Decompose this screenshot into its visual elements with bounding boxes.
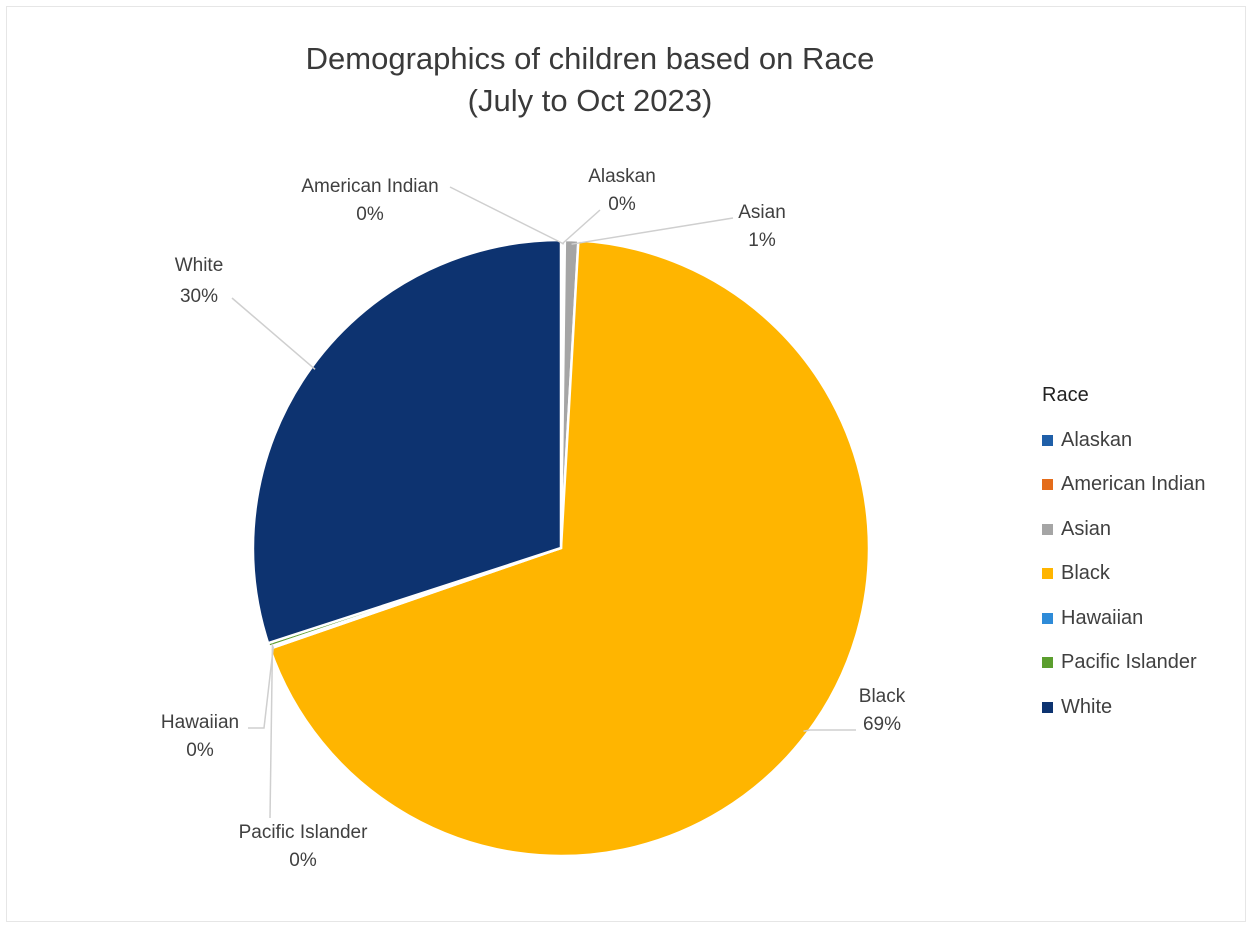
- legend-swatch: [1042, 612, 1053, 624]
- leader-line-asian: [571, 217, 734, 245]
- legend-label: Black: [1061, 562, 1110, 585]
- pie-slice-black: [268, 239, 871, 858]
- legend-item-asian: Asian: [1042, 507, 1242, 552]
- legend-swatch: [1042, 434, 1053, 446]
- legend-title: Race: [1042, 384, 1089, 406]
- leader-line-white: [231, 297, 316, 370]
- chart-title-block: Demographics of children based on Race (…: [180, 38, 1000, 122]
- legend-label: Alaskan: [1061, 428, 1133, 451]
- legend-swatch: [1042, 479, 1053, 491]
- leader-line-hawaiian: [248, 646, 275, 729]
- legend-item-alaskan: Alaskan: [1042, 418, 1242, 463]
- leader-line-black: [803, 729, 856, 733]
- chart-frame: [6, 6, 1246, 922]
- legend-item-black: Black: [1042, 552, 1242, 597]
- data-label-value-hawaiian: 0%: [186, 740, 214, 761]
- legend-items: Alaskan American Indian Asian Black Hawaiian…: [1042, 418, 1242, 730]
- leader-line-alaskan: [561, 209, 601, 245]
- legend-swatch: [1042, 657, 1053, 669]
- legend-item-pacific-islander: Pacific Islander: [1042, 641, 1242, 686]
- data-label-value-pacific-islander: 0%: [289, 850, 317, 871]
- data-label-name-hawaiian: Hawaiian: [161, 712, 239, 733]
- data-label-value-american-indian: 0%: [356, 204, 384, 225]
- data-label-name-pacific-islander: Pacific Islander: [239, 822, 369, 843]
- legend: Race Alaskan American Indian Asian Black Haw…: [1042, 384, 1242, 730]
- leader-lines: [231, 186, 856, 819]
- legend-label: White: [1061, 695, 1113, 718]
- data-label-name-american-indian: American Indian: [301, 176, 438, 197]
- data-label-name-black: Black: [859, 686, 906, 707]
- legend-label: Hawaiian: [1061, 606, 1144, 629]
- data-label-value-white: 30%: [180, 286, 218, 307]
- legend-label: American Indian: [1061, 473, 1206, 496]
- legend-item-white: White: [1042, 685, 1242, 730]
- data-label-name-alaskan: Alaskan: [588, 166, 656, 187]
- data-label-value-black: 69%: [863, 714, 901, 735]
- legend-swatch: [1042, 523, 1053, 535]
- data-label-value-alaskan: 0%: [608, 194, 636, 215]
- leader-line-american-indian: [449, 186, 565, 245]
- legend-item-hawaiian: Hawaiian: [1042, 596, 1242, 641]
- data-label-name-asian: Asian: [738, 202, 786, 223]
- legend-item-american-indian: American Indian: [1042, 463, 1242, 508]
- data-label-name-white: White: [175, 255, 224, 276]
- legend-label: Pacific Islander: [1061, 651, 1197, 674]
- chart-subtitle: (July to Oct 2023): [467, 83, 713, 118]
- data-labels: Alaskan 0% American Indian 0% Asian 1% Black 69…: [161, 166, 906, 871]
- leader-line-pacific-islander: [269, 643, 274, 819]
- pie-slices: [251, 238, 871, 858]
- legend-swatch: [1042, 568, 1053, 580]
- data-label-value-asian: 1%: [748, 230, 776, 251]
- legend-swatch: [1042, 701, 1053, 713]
- chart-title: Demographics of children based on Race: [305, 41, 875, 76]
- legend-label: Asian: [1061, 517, 1112, 540]
